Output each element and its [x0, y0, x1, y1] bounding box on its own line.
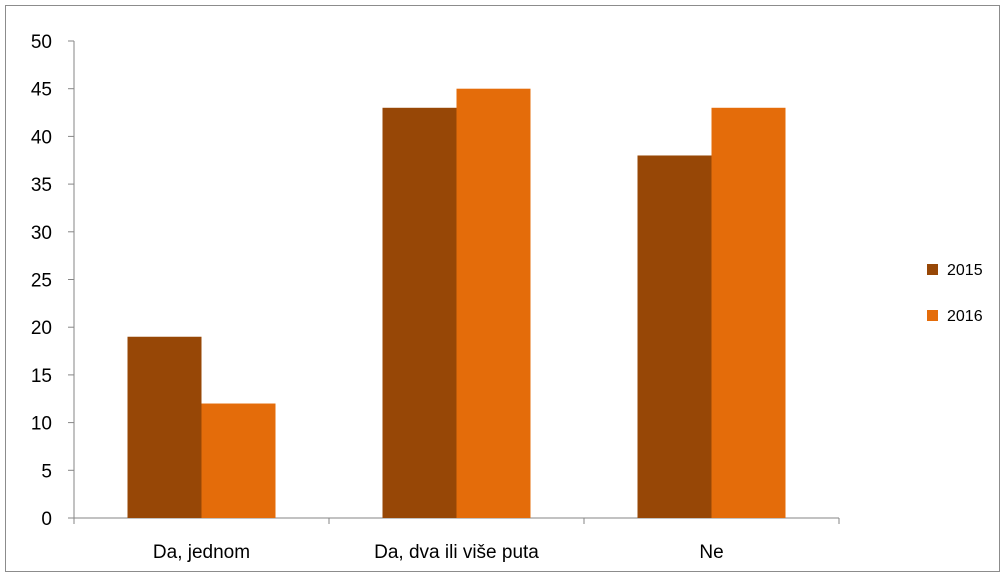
bars — [127, 88, 786, 519]
y-tick-label: 40 — [31, 127, 52, 148]
y-tick-label: 25 — [31, 271, 52, 292]
bar-2015-1 — [382, 107, 457, 518]
bar-2015-0 — [127, 336, 202, 518]
legend: 2015 2016 — [927, 262, 983, 325]
bar-2016-1 — [456, 88, 531, 518]
bar-2015-2 — [637, 155, 712, 519]
y-tick-label: 10 — [31, 414, 52, 435]
x-category-label: Da, jednom — [153, 542, 250, 563]
y-tick-label: 45 — [31, 80, 52, 101]
bar-2016-0 — [201, 403, 276, 518]
y-tick-label: 0 — [41, 509, 52, 530]
y-tick-label: 35 — [31, 175, 52, 196]
y-tick-label: 5 — [41, 461, 52, 482]
x-category-label: Ne — [699, 542, 723, 563]
x-category-label: Da, dva ili više puta — [374, 542, 539, 563]
bar-2016-2 — [711, 107, 786, 518]
legend-label: 2015 — [947, 262, 983, 279]
y-tick-label: 50 — [31, 32, 52, 53]
y-tick-label: 30 — [31, 223, 52, 244]
legend-label: 2016 — [947, 308, 983, 325]
y-axis: 0 5 10 15 20 25 30 35 40 45 50 — [31, 32, 75, 530]
y-tick-label: 15 — [31, 366, 52, 387]
x-axis: Da, jednom Da, dva ili više puta Ne — [73, 517, 840, 563]
y-tick-label: 20 — [31, 318, 52, 339]
legend-swatch-2016 — [927, 310, 938, 321]
legend-swatch-2015 — [927, 264, 938, 275]
